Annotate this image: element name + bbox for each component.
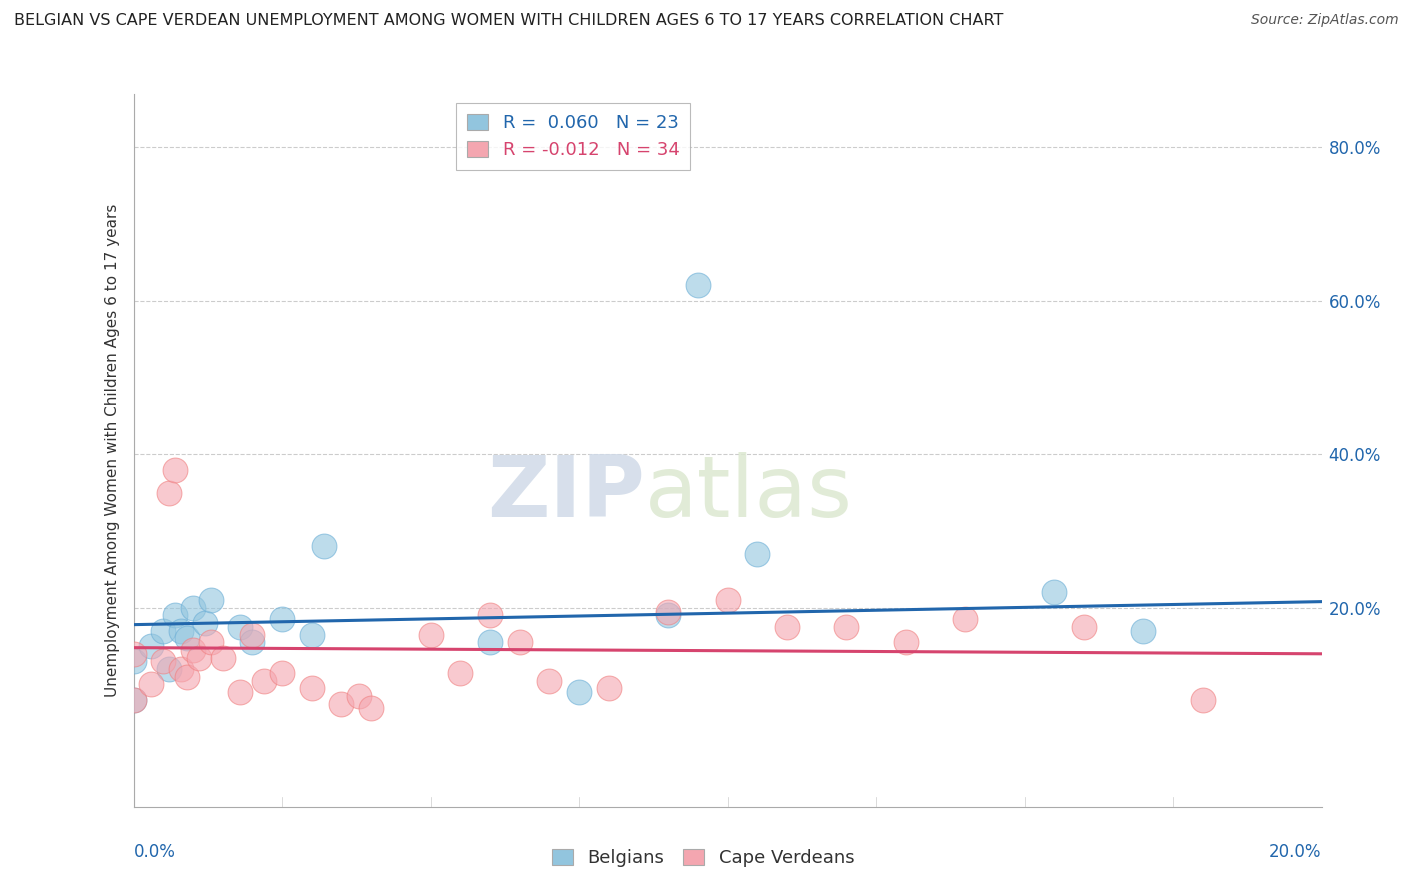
Text: BELGIAN VS CAPE VERDEAN UNEMPLOYMENT AMONG WOMEN WITH CHILDREN AGES 6 TO 17 YEAR: BELGIAN VS CAPE VERDEAN UNEMPLOYMENT AMO… bbox=[14, 13, 1004, 29]
Y-axis label: Unemployment Among Women with Children Ages 6 to 17 years: Unemployment Among Women with Children A… bbox=[104, 203, 120, 698]
Point bbox=[271, 612, 294, 626]
Point bbox=[122, 647, 145, 661]
Point bbox=[349, 689, 371, 703]
Point bbox=[229, 685, 252, 699]
Point bbox=[776, 620, 799, 634]
Point bbox=[657, 605, 679, 619]
Point bbox=[538, 673, 561, 688]
Point bbox=[152, 624, 174, 638]
Point bbox=[157, 662, 180, 676]
Point bbox=[187, 650, 209, 665]
Point bbox=[271, 665, 294, 680]
Point bbox=[835, 620, 858, 634]
Legend: R =  0.060   N = 23, R = -0.012   N = 34: R = 0.060 N = 23, R = -0.012 N = 34 bbox=[456, 103, 690, 169]
Point bbox=[1132, 624, 1154, 638]
Point bbox=[301, 681, 323, 696]
Point bbox=[200, 635, 222, 649]
Point bbox=[165, 463, 187, 477]
Point bbox=[165, 608, 187, 623]
Point bbox=[568, 685, 591, 699]
Point bbox=[509, 635, 531, 649]
Point bbox=[176, 632, 198, 646]
Point bbox=[360, 700, 382, 714]
Point bbox=[253, 673, 276, 688]
Point bbox=[449, 665, 471, 680]
Point bbox=[242, 627, 264, 641]
Point bbox=[170, 662, 193, 676]
Point bbox=[122, 693, 145, 707]
Point bbox=[229, 620, 252, 634]
Point bbox=[686, 278, 709, 293]
Point bbox=[176, 670, 198, 684]
Point bbox=[1043, 585, 1066, 599]
Point bbox=[598, 681, 620, 696]
Point bbox=[478, 608, 501, 623]
Point bbox=[122, 693, 145, 707]
Point bbox=[157, 485, 180, 500]
Point bbox=[211, 650, 233, 665]
Text: 20.0%: 20.0% bbox=[1270, 843, 1322, 861]
Point bbox=[478, 635, 501, 649]
Point bbox=[747, 547, 769, 561]
Point bbox=[330, 697, 353, 711]
Point bbox=[1191, 693, 1213, 707]
Point bbox=[200, 593, 222, 607]
Point bbox=[955, 612, 977, 626]
Point bbox=[301, 627, 323, 641]
Point bbox=[181, 643, 204, 657]
Legend: Belgians, Cape Verdeans: Belgians, Cape Verdeans bbox=[544, 841, 862, 874]
Point bbox=[141, 639, 163, 653]
Point bbox=[194, 616, 217, 631]
Point bbox=[419, 627, 441, 641]
Point bbox=[170, 624, 193, 638]
Point bbox=[657, 608, 679, 623]
Point bbox=[1073, 620, 1095, 634]
Point bbox=[122, 655, 145, 669]
Point bbox=[894, 635, 917, 649]
Point bbox=[312, 540, 335, 554]
Text: 0.0%: 0.0% bbox=[134, 843, 176, 861]
Point bbox=[181, 600, 204, 615]
Text: ZIP: ZIP bbox=[486, 451, 644, 535]
Point bbox=[717, 593, 740, 607]
Text: atlas: atlas bbox=[644, 451, 852, 535]
Point bbox=[242, 635, 264, 649]
Point bbox=[141, 677, 163, 691]
Text: Source: ZipAtlas.com: Source: ZipAtlas.com bbox=[1251, 13, 1399, 28]
Point bbox=[152, 655, 174, 669]
